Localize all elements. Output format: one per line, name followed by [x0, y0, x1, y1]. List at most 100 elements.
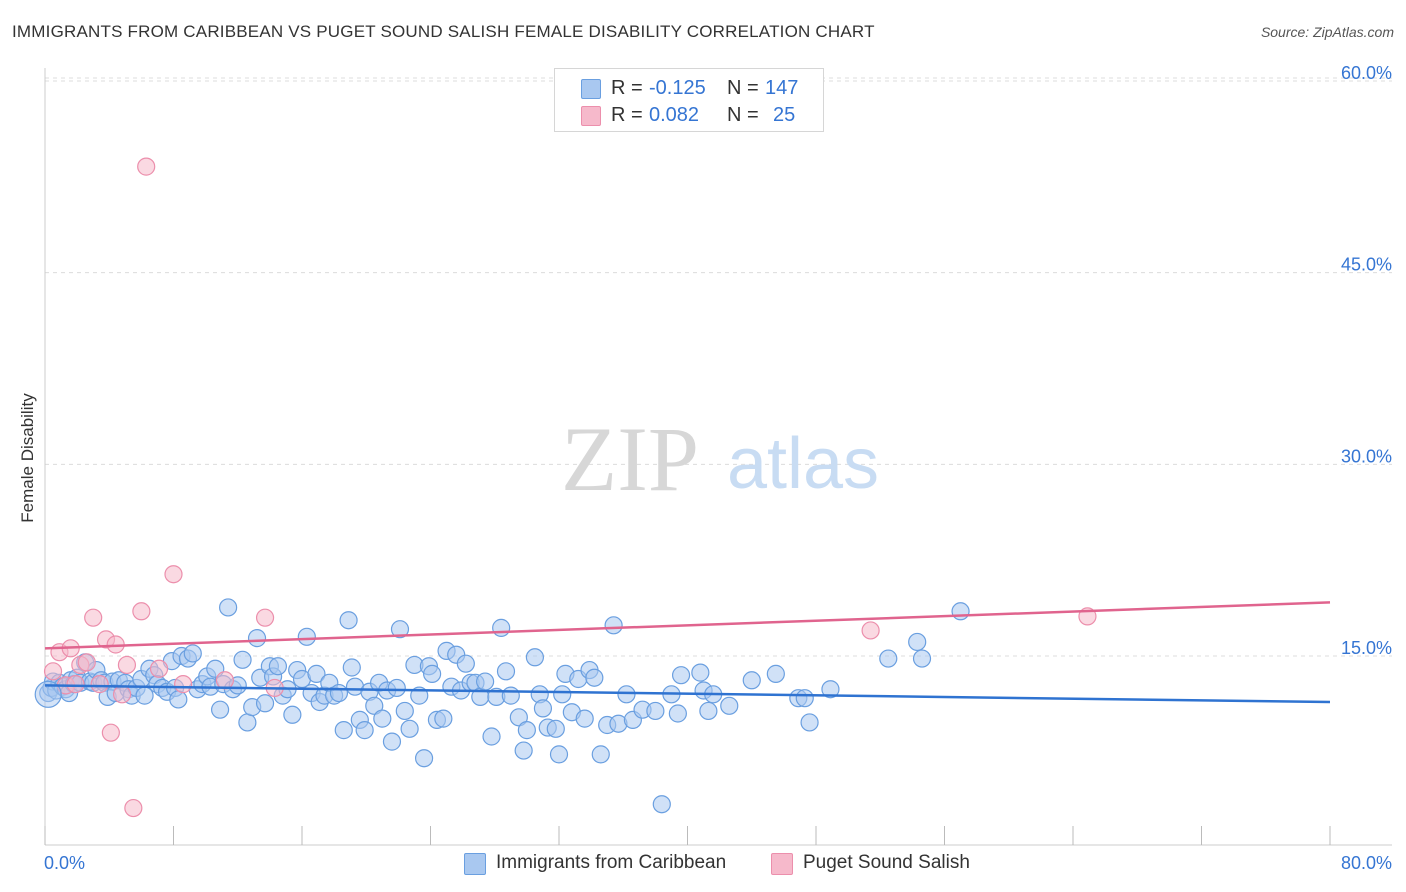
salish-point	[43, 662, 63, 681]
caribbean-point	[434, 709, 453, 728]
salish-point	[84, 608, 103, 627]
caribbean-point	[617, 685, 636, 704]
caribbean-point	[342, 658, 361, 677]
legend-r-label: R =	[611, 104, 643, 126]
salish-point	[255, 608, 275, 627]
caribbean-point	[492, 618, 511, 637]
caribbean-point	[668, 704, 687, 723]
legend-n-value: 25	[773, 104, 796, 126]
caribbean-point	[720, 696, 739, 715]
caribbean-point	[414, 749, 434, 768]
caribbean-point	[514, 741, 533, 760]
caribbean-point	[652, 795, 671, 814]
caribbean-point	[766, 664, 785, 683]
salish-point	[101, 723, 120, 742]
legend-n-label: N =	[727, 77, 759, 99]
data-points	[34, 157, 1097, 818]
caribbean-point	[247, 629, 267, 648]
caribbean-point	[233, 650, 252, 669]
salish-point	[861, 621, 880, 640]
salish-point	[117, 655, 137, 675]
salish-point	[215, 671, 234, 690]
caribbean-point	[671, 666, 691, 685]
caribbean-point	[525, 648, 545, 667]
legend-r-label: R =	[611, 77, 643, 99]
caribbean-point	[456, 654, 475, 673]
caribbean-trend-line	[44, 684, 1331, 704]
caribbean-point	[329, 683, 349, 703]
caribbean-point	[575, 709, 594, 728]
caribbean-point	[307, 664, 326, 683]
salish-point	[174, 675, 193, 694]
caribbean-point	[549, 745, 569, 764]
caribbean-point	[691, 663, 710, 682]
salish-point	[137, 157, 156, 176]
caribbean-point	[183, 644, 202, 663]
caribbean-point	[476, 672, 495, 691]
caribbean-point	[553, 685, 572, 704]
caribbean-point	[34, 680, 62, 708]
caribbean-point	[395, 701, 414, 721]
axes	[44, 68, 1392, 846]
y-tick-label: 60.0%	[1341, 63, 1392, 83]
caribbean-point	[533, 699, 553, 718]
correlation-legend: R = -0.125 N = 147 R = 0.082 N = 25	[554, 68, 824, 132]
caribbean-point	[912, 649, 932, 668]
caribbean-point	[795, 689, 814, 708]
salish-point	[124, 798, 143, 818]
caribbean-point	[355, 721, 374, 740]
legend-n-label: N =	[727, 104, 759, 126]
watermark-atlas: atlas	[727, 424, 879, 504]
caribbean-point	[297, 627, 316, 646]
y-tick-label: 45.0%	[1341, 255, 1392, 275]
caribbean-point	[169, 690, 188, 709]
salish-point	[77, 653, 96, 672]
bottom-legend-swatch-blue	[464, 853, 486, 875]
caribbean-point	[400, 719, 419, 738]
salish-point	[149, 659, 169, 678]
y-tick-label: 15.0%	[1341, 638, 1392, 658]
caribbean-point	[219, 598, 238, 617]
caribbean-point	[585, 668, 604, 687]
caribbean-point	[423, 664, 442, 683]
caribbean-point	[283, 705, 302, 724]
watermark-zip: ZIP	[561, 408, 699, 510]
caribbean-point	[496, 662, 516, 681]
salish-point	[164, 565, 183, 584]
caribbean-point	[482, 727, 501, 746]
caribbean-point	[334, 721, 353, 740]
caribbean-point	[210, 700, 230, 719]
y-axis-label: Female Disability	[18, 393, 37, 523]
y-tick-label: 30.0%	[1341, 446, 1392, 466]
caribbean-point	[591, 745, 610, 764]
caribbean-point	[821, 680, 840, 699]
caribbean-point	[382, 732, 402, 751]
caribbean-point	[517, 721, 536, 740]
legend-n-value: 147	[765, 77, 799, 99]
caribbean-point	[255, 694, 275, 713]
legend-r-value: -0.125	[649, 77, 706, 99]
caribbean-point	[268, 657, 288, 676]
bottom-legend-label: Immigrants from Caribbean	[496, 852, 727, 873]
grid-lines	[45, 77, 1392, 657]
caribbean-point	[390, 620, 410, 639]
caribbean-point	[604, 616, 623, 635]
caribbean-point	[742, 671, 761, 690]
caribbean-point	[339, 611, 358, 630]
caribbean-point	[951, 602, 970, 621]
caribbean-point	[373, 709, 392, 728]
source-label: Source: ZipAtlas.com	[1260, 24, 1394, 40]
bottom-legend-swatch-pink	[771, 853, 793, 875]
watermark: ZIP atlas	[561, 408, 879, 510]
legend-r-value: 0.082	[649, 104, 700, 126]
chart-title: IMMIGRANTS FROM CARIBBEAN VS PUGET SOUND…	[12, 22, 875, 41]
caribbean-point	[546, 719, 565, 738]
caribbean-point	[387, 678, 406, 698]
salish-trend-line	[44, 601, 1331, 650]
tick-labels: 15.0% 30.0% 45.0% 60.0% 0.0% 80.0%	[44, 63, 1392, 873]
x-tick-label: 0.0%	[44, 853, 85, 873]
caribbean-point	[908, 632, 927, 652]
x-tick-label: 80.0%	[1341, 853, 1392, 873]
trend-lines	[44, 601, 1331, 704]
